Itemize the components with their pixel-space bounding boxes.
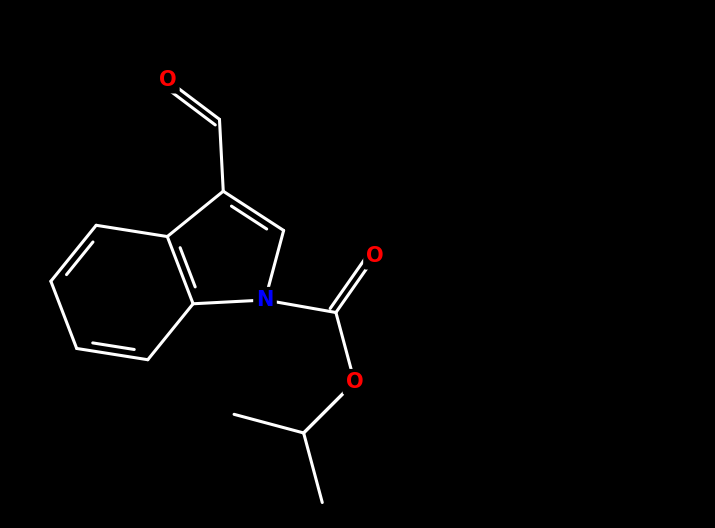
Text: O: O xyxy=(366,247,384,267)
Text: O: O xyxy=(159,70,177,90)
Text: O: O xyxy=(346,372,363,392)
Text: N: N xyxy=(256,290,274,310)
